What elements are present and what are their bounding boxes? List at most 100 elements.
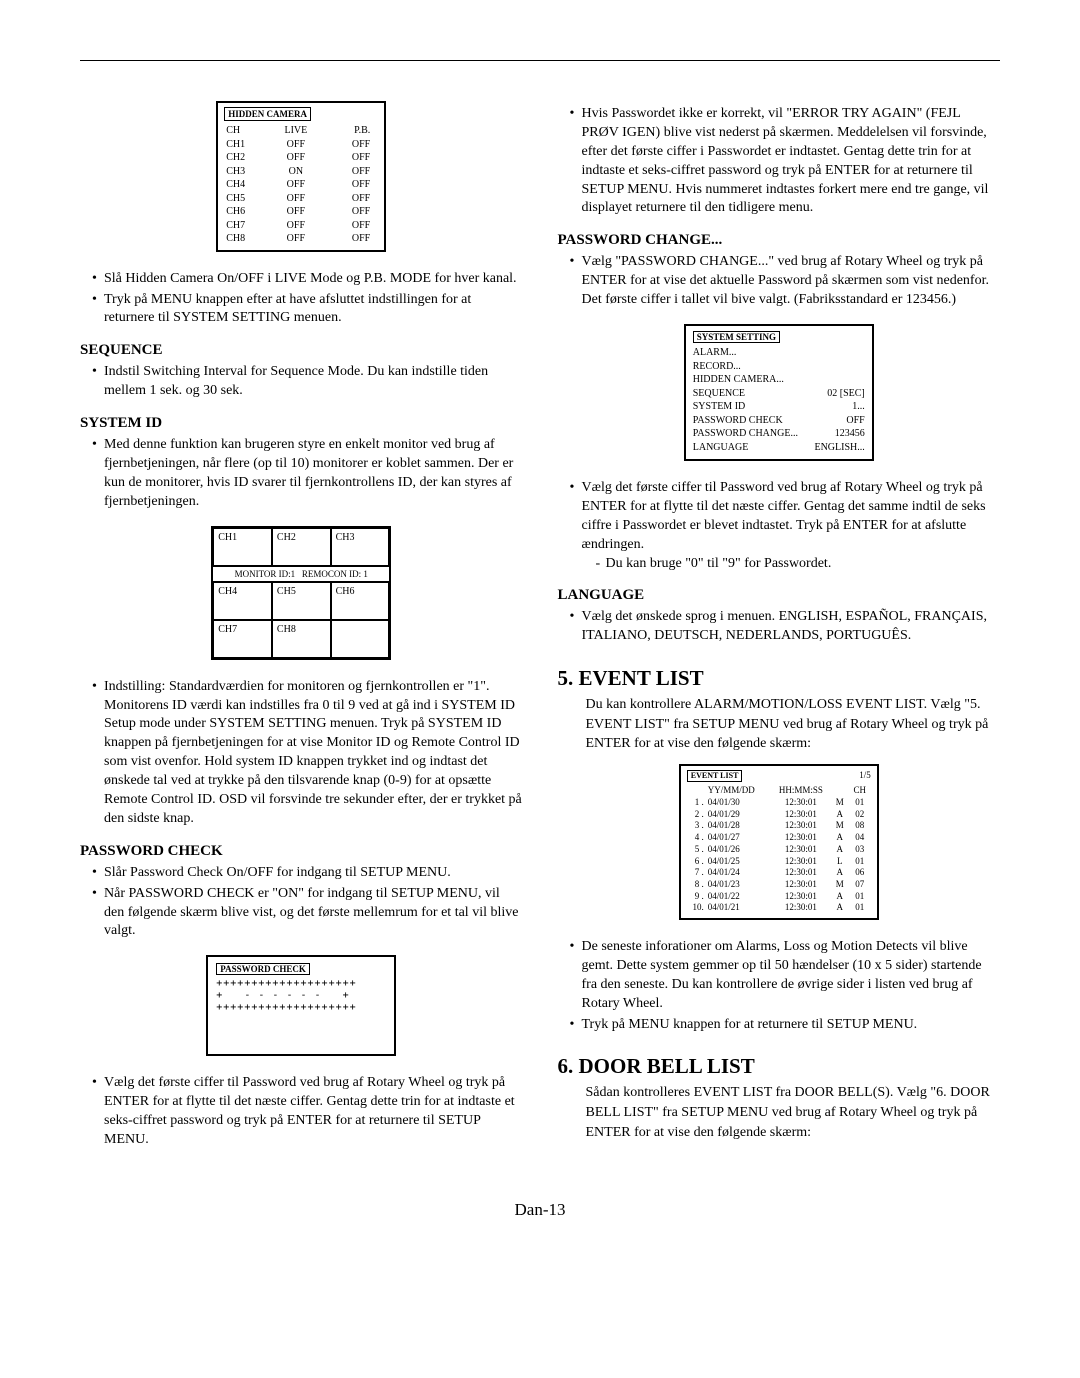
evt-cell: M: [831, 797, 849, 809]
hc-cell: OFF: [322, 165, 378, 179]
hidden-camera-table: CH LIVE P.B. CH1OFFOFF CH2OFFOFF CH3ONOF…: [224, 124, 378, 246]
evt-cell: 4 .: [687, 832, 705, 844]
sys-label: ALARM...: [693, 346, 737, 360]
password-change-heading: PASSWORD CHANGE...: [558, 232, 1001, 249]
two-column-layout: HIDDEN CAMERA CH LIVE P.B. CH1OFFOFF CH2…: [80, 101, 1000, 1164]
evt-cell: 04/01/30: [705, 797, 771, 809]
hc-cell: CH5: [224, 192, 269, 206]
system-id-list: Med denne funktion kan brugeren styre en…: [80, 436, 523, 512]
list-item: De seneste inforationer om Alarms, Loss …: [570, 938, 1001, 1014]
evt-cell: 06: [849, 867, 871, 879]
evt-cell: 02: [849, 809, 871, 821]
password-check-list: Slår Password Check On/OFF for indgang t…: [80, 864, 523, 942]
list-item: Hvis Passwordet ikke er korrekt, vil "ER…: [570, 105, 1001, 218]
password-check-heading: PASSWORD CHECK: [80, 843, 523, 860]
evt-cell: 3 .: [687, 820, 705, 832]
mg-cell: CH2: [272, 528, 331, 566]
hc-cell: CH7: [224, 219, 269, 233]
evt-cell: 12:30:01: [771, 879, 831, 891]
pw-line: ++++++++++++++++++++: [216, 1002, 386, 1014]
evt-cell: 04/01/29: [705, 809, 771, 821]
evt-cell: 04/01/27: [705, 832, 771, 844]
monitor-grid: CH1 CH2 CH3 MONITOR ID:1 REMOCON ID: 1 C…: [211, 526, 391, 660]
system-setting-box: SYSTEM SETTING ALARM... RECORD... HIDDEN…: [684, 324, 874, 461]
sys-label: SYSTEM ID: [693, 400, 746, 414]
evt-cell: 04/01/25: [705, 856, 771, 868]
list-item: Tryk på MENU knappen efter at have afslu…: [92, 291, 523, 329]
evt-cell: 01: [849, 797, 871, 809]
hidden-camera-notes: Slå Hidden Camera On/OFF i LIVE Mode og …: [80, 270, 523, 329]
hc-cell: OFF: [322, 232, 378, 246]
mg-cell: CH4: [213, 582, 272, 620]
sequence-heading: SEQUENCE: [80, 342, 523, 359]
hc-cell: OFF: [269, 151, 322, 165]
evt-cell: 04/01/24: [705, 867, 771, 879]
hc-header: LIVE: [269, 124, 322, 138]
evt-cell: 12:30:01: [771, 867, 831, 879]
mg-cell: CH1: [213, 528, 272, 566]
list-item-text: Vælg det første ciffer til Password ved …: [582, 480, 986, 552]
evt-cell: 9 .: [687, 891, 705, 903]
top-rule: [80, 60, 1000, 61]
list-item: Vælg "PASSWORD CHANGE..." ved brug af Ro…: [570, 253, 1001, 310]
password-change-list2: Vælg det første ciffer til Password ved …: [558, 479, 1001, 573]
hc-cell: OFF: [269, 219, 322, 233]
hc-cell: CH3: [224, 165, 269, 179]
event-list-box-title: EVENT LIST: [687, 770, 743, 782]
evt-cell: 04/01/22: [705, 891, 771, 903]
sys-val: OFF: [846, 414, 864, 428]
hc-cell: OFF: [322, 219, 378, 233]
evt-cell: 04/01/28: [705, 820, 771, 832]
evt-cell: 12:30:01: [771, 809, 831, 821]
evt-cell: 12:30:01: [771, 856, 831, 868]
evt-cell: 2 .: [687, 809, 705, 821]
evt-cell: 07: [849, 879, 871, 891]
right-column: Hvis Passwordet ikke er korrekt, vil "ER…: [558, 101, 1001, 1164]
evt-cell: 08: [849, 820, 871, 832]
evt-h: [687, 785, 705, 797]
evt-cell: M: [831, 879, 849, 891]
evt-cell: 12:30:01: [771, 832, 831, 844]
evt-cell: 6 .: [687, 856, 705, 868]
hc-cell: ON: [269, 165, 322, 179]
sys-val: 1...: [852, 400, 865, 414]
password-check-box-title: PASSWORD CHECK: [216, 963, 310, 975]
hc-header: P.B.: [322, 124, 378, 138]
list-item: Vælg det første ciffer til Password ved …: [570, 479, 1001, 573]
evt-h: CH: [849, 785, 871, 797]
evt-cell: 7 .: [687, 867, 705, 879]
event-list-notes: De seneste inforationer om Alarms, Loss …: [558, 938, 1001, 1034]
pw-line: + - - - - - - +: [216, 990, 386, 1002]
hc-cell: OFF: [269, 178, 322, 192]
sys-label: HIDDEN CAMERA...: [693, 373, 784, 387]
evt-cell: 04/01/23: [705, 879, 771, 891]
system-setting-title: SYSTEM SETTING: [693, 331, 780, 343]
evt-cell: A: [831, 832, 849, 844]
sys-val: 123456: [835, 427, 865, 441]
hc-cell: OFF: [269, 232, 322, 246]
evt-cell: A: [831, 809, 849, 821]
list-item: Slår Password Check On/OFF for indgang t…: [92, 864, 523, 883]
list-item: Vælg det ønskede sprog i menuen. ENGLISH…: [570, 608, 1001, 646]
evt-cell: 12:30:01: [771, 820, 831, 832]
door-bell-heading: 6. DOOR BELL LIST: [558, 1054, 1001, 1079]
hc-cell: CH6: [224, 205, 269, 219]
evt-cell: 01: [849, 856, 871, 868]
evt-cell: 5 .: [687, 844, 705, 856]
mg-cell: CH3: [331, 528, 390, 566]
hc-cell: OFF: [322, 138, 378, 152]
mg-cell: CH5: [272, 582, 331, 620]
evt-cell: 01: [849, 902, 871, 914]
password-check-list2: Vælg det første ciffer til Password ved …: [80, 1074, 523, 1150]
evt-cell: 12:30:01: [771, 797, 831, 809]
system-id-list2: Indstilling: Standardværdien for monitor…: [80, 678, 523, 829]
evt-cell: 10.: [687, 902, 705, 914]
sub-list-item: Du kan bruge "0" til "9" for Passwordet.: [596, 555, 1001, 574]
evt-cell: A: [831, 844, 849, 856]
list-item: Når PASSWORD CHECK er "ON" for indgang t…: [92, 885, 523, 942]
evt-cell: L: [831, 856, 849, 868]
evt-cell: 8 .: [687, 879, 705, 891]
hc-cell: CH8: [224, 232, 269, 246]
evt-cell: 04: [849, 832, 871, 844]
evt-cell: 03: [849, 844, 871, 856]
